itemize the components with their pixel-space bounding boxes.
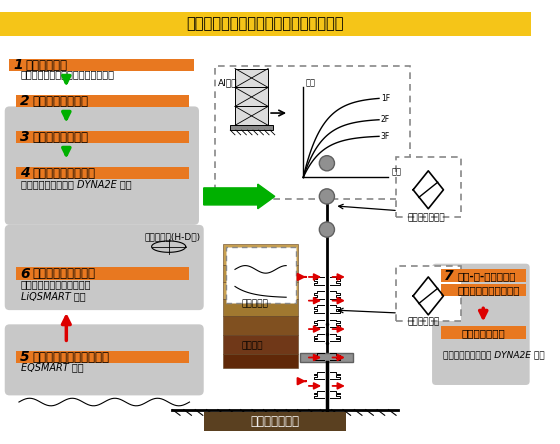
Bar xyxy=(16,167,189,179)
FancyArrow shape xyxy=(204,184,275,209)
Text: 4: 4 xyxy=(20,166,30,180)
FancyBboxPatch shape xyxy=(432,264,530,385)
Text: 工学的基盤位置: 工学的基盤位置 xyxy=(250,416,299,428)
FancyBboxPatch shape xyxy=(396,266,461,321)
Text: 変位: 変位 xyxy=(391,168,402,177)
Circle shape xyxy=(319,189,334,204)
Bar xyxy=(16,95,189,107)
Text: 地盤非線形、液状化を考慮: 地盤非線形、液状化を考慮 xyxy=(21,280,91,289)
Bar xyxy=(235,68,268,87)
Text: 建屋の非線形性: 建屋の非線形性 xyxy=(408,213,445,222)
Text: 解析モデルの設定: 解析モデルの設定 xyxy=(32,95,88,108)
Bar xyxy=(441,270,526,281)
Text: 2: 2 xyxy=(20,94,30,108)
Text: EQSMART 使用: EQSMART 使用 xyxy=(21,362,83,372)
FancyBboxPatch shape xyxy=(4,225,204,310)
Text: 5: 5 xyxy=(20,350,30,364)
Bar xyxy=(223,299,298,316)
Text: 減衰、剛性、二次部材の効果を評価: 減衰、剛性、二次部材の効果を評価 xyxy=(21,69,115,79)
Text: 7: 7 xyxy=(445,269,454,283)
Text: AI分布: AI分布 xyxy=(218,79,237,87)
Text: カスタマイズされた DYNA2E 使用: カスタマイズされた DYNA2E 使用 xyxy=(444,350,545,359)
FancyBboxPatch shape xyxy=(215,66,410,199)
Text: 荷重: 荷重 xyxy=(305,79,315,87)
Bar xyxy=(204,412,346,432)
Bar xyxy=(223,335,298,354)
Text: 建屋-杭-地盤連成系: 建屋-杭-地盤連成系 xyxy=(458,271,516,281)
Bar xyxy=(230,125,273,130)
Text: 地盤バネ: 地盤バネ xyxy=(241,341,263,350)
Circle shape xyxy=(319,156,334,171)
Bar xyxy=(300,353,353,362)
Text: 検討用模擬地震波の設定: 検討用模擬地震波の設定 xyxy=(32,350,109,364)
Text: 質点系モデルの設定: 質点系モデルの設定 xyxy=(32,166,95,180)
Text: 静的荷重増分解析: 静的荷重増分解析 xyxy=(32,131,88,144)
Bar xyxy=(223,265,298,281)
Circle shape xyxy=(319,222,334,237)
Text: 3F: 3F xyxy=(381,132,390,141)
Text: 1: 1 xyxy=(13,58,23,72)
Text: モデルの地震応答解析: モデルの地震応答解析 xyxy=(458,285,520,295)
Text: カスタマイズされた DYNA2E 使用: カスタマイズされた DYNA2E 使用 xyxy=(21,179,132,189)
Text: 東電設計（株）様の耐震診断手法の概要: 東電設計（株）様の耐震診断手法の概要 xyxy=(186,16,344,32)
Bar xyxy=(10,59,194,71)
Text: 表層地盤の応答解析: 表層地盤の応答解析 xyxy=(32,267,95,280)
Text: 杭の非線形性: 杭の非線形性 xyxy=(408,317,440,326)
Bar xyxy=(16,267,189,280)
Bar xyxy=(223,281,298,299)
FancyBboxPatch shape xyxy=(226,246,296,302)
Text: 2F: 2F xyxy=(381,115,390,124)
Bar xyxy=(441,326,526,338)
Bar xyxy=(16,351,189,363)
Text: 剛性低下率: 剛性低下率 xyxy=(241,299,268,308)
Text: 杭の耐震性評価: 杭の耐震性評価 xyxy=(461,328,505,338)
Bar xyxy=(223,316,298,335)
Bar xyxy=(223,244,298,265)
Bar xyxy=(235,87,268,107)
Text: LiQSMART 使用: LiQSMART 使用 xyxy=(21,291,86,301)
Text: 1F: 1F xyxy=(381,94,390,103)
Bar xyxy=(223,354,298,368)
Bar xyxy=(16,131,189,143)
Bar xyxy=(235,107,268,125)
FancyBboxPatch shape xyxy=(4,107,199,225)
Text: 3: 3 xyxy=(20,130,30,144)
Bar xyxy=(0,12,531,36)
FancyBboxPatch shape xyxy=(396,157,461,217)
Text: 6: 6 xyxy=(20,267,30,281)
Text: 地盤非線形(H-D型): 地盤非線形(H-D型) xyxy=(144,232,200,241)
Bar xyxy=(441,284,526,296)
FancyBboxPatch shape xyxy=(4,324,204,396)
Text: 常時微動測定: 常時微動測定 xyxy=(26,59,68,71)
